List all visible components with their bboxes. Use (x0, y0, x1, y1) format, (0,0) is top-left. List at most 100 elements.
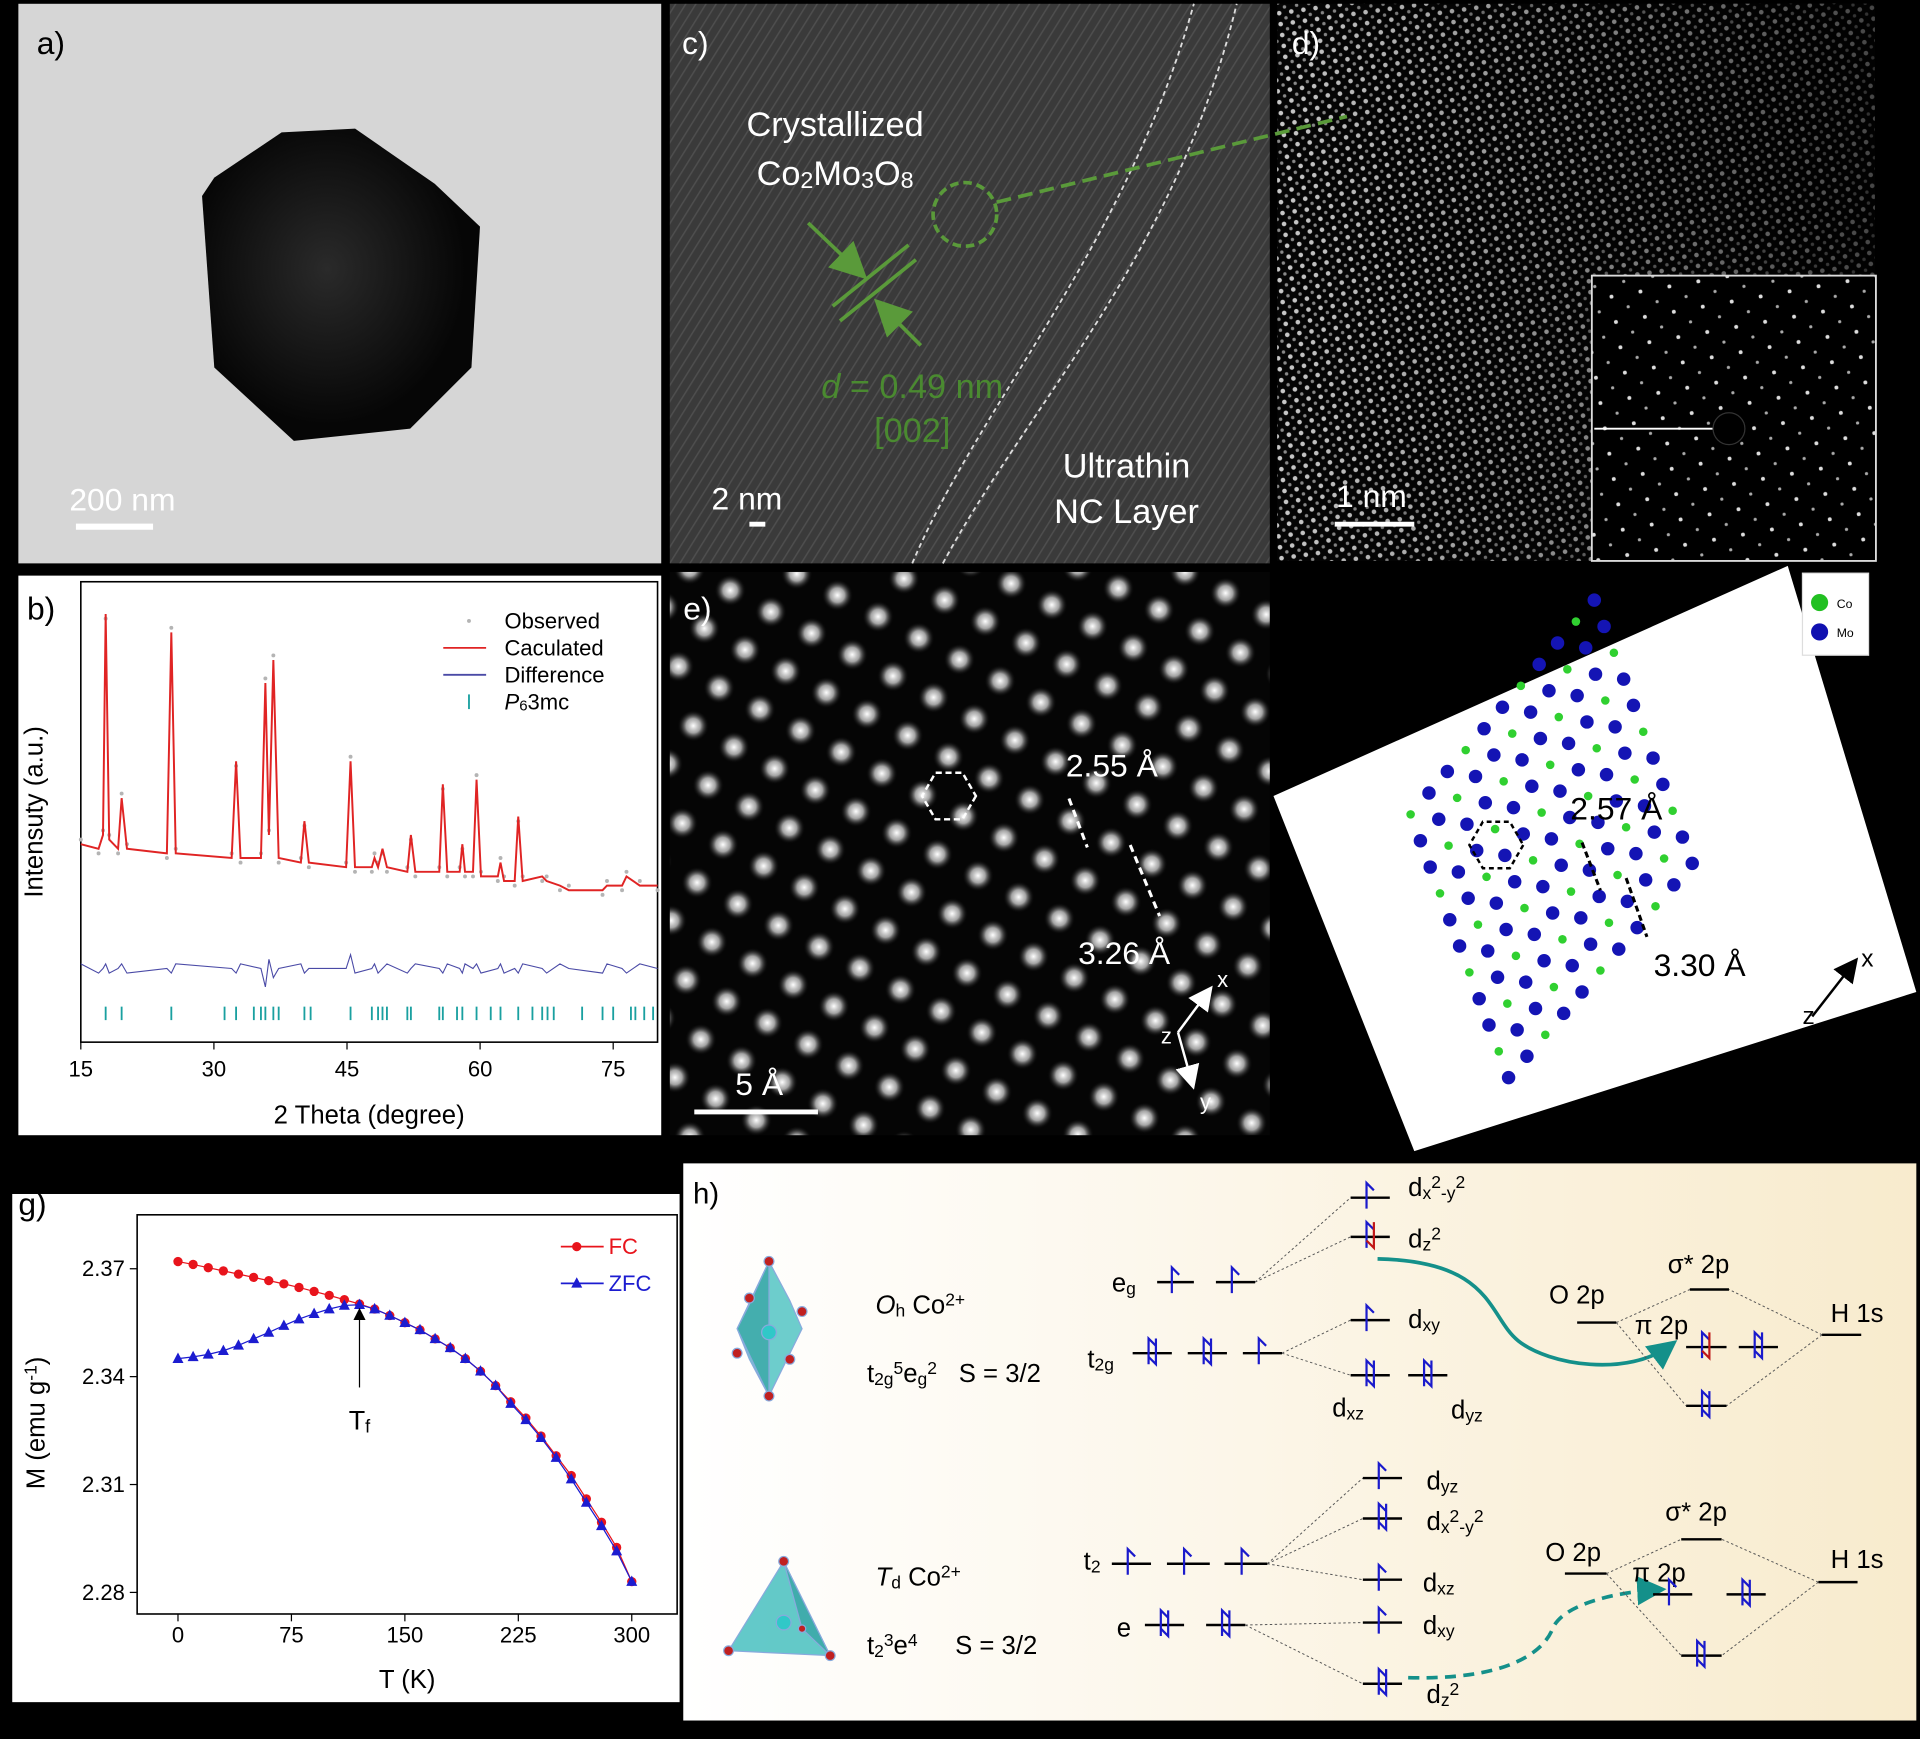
energy-label-part: xy (1422, 1315, 1440, 1335)
marker (202, 1348, 214, 1359)
mo-atom (1490, 970, 1505, 984)
legend-label: Co (1837, 597, 1853, 611)
electron (1240, 1546, 1250, 1575)
model-legend (1801, 572, 1870, 656)
mo-atom (1452, 939, 1467, 953)
mo-atom (1554, 858, 1568, 872)
electron (1696, 1640, 1706, 1670)
energy-label-part: 2g (874, 1369, 893, 1389)
co-atom (1537, 808, 1546, 817)
mo-atom (1443, 912, 1457, 927)
dot (348, 754, 353, 759)
marker (248, 1332, 260, 1344)
mo-atom (1629, 846, 1643, 861)
dot (655, 888, 660, 893)
energy-label: dz2 (1427, 1678, 1460, 1709)
energy-label: S = 3/2 (959, 1360, 1041, 1388)
electron (1377, 1460, 1387, 1490)
energy-label-part: d (1423, 1612, 1437, 1640)
mo-atom (1537, 953, 1551, 968)
hexagon (920, 771, 978, 821)
mo-atom (1578, 641, 1593, 655)
mo-atom (1553, 784, 1567, 798)
dot (600, 892, 605, 897)
scale-label: 200 nm (69, 482, 175, 518)
marker (264, 1275, 274, 1286)
legend-label-part: 3mc (528, 689, 570, 714)
model-panel (1273, 565, 1917, 1152)
chart: g) 0 75 150 225 300 2.37 2.34 2.31 2.28 T (K) M (em… (18, 1194, 678, 1694)
electron (1147, 1338, 1158, 1367)
co-atom (1558, 935, 1567, 944)
marker (293, 1312, 305, 1324)
energy-label: σ* 2p (1668, 1251, 1730, 1279)
mo-atom (1423, 860, 1437, 874)
energy-label-part: Co (901, 1563, 941, 1591)
co-atom (1528, 856, 1538, 865)
electron (1377, 1503, 1388, 1533)
electron (1377, 1605, 1387, 1634)
mo-atom (1501, 1070, 1516, 1085)
dot (474, 773, 479, 778)
panel-label: c) (682, 25, 709, 61)
panel-label: b) (27, 591, 55, 627)
distance-label: 3.26 Å (1078, 935, 1171, 971)
energy-label: dxz (1423, 1569, 1455, 1598)
dot (463, 874, 467, 879)
atom-model (1406, 593, 1699, 1085)
level-connector (1616, 1289, 1690, 1324)
electron (1365, 1357, 1375, 1387)
electron (1257, 1335, 1267, 1365)
energy-label-part: -y (1441, 1183, 1456, 1203)
co-atom (1499, 777, 1508, 786)
distance-line (1067, 797, 1089, 848)
marker (173, 1256, 183, 1267)
co-atom (1482, 872, 1491, 882)
legend-label: ZFC (609, 1271, 652, 1296)
mo-atom (1461, 891, 1475, 906)
energy-label: H 1s (1831, 1300, 1884, 1328)
formula-part: 8 (901, 167, 914, 193)
mo-atom (1565, 958, 1579, 973)
distance-label: 3.30 Å (1654, 947, 1747, 983)
scale-label: 1 nm (1336, 478, 1407, 514)
level-connector (1281, 1352, 1351, 1376)
energy-label-part: x (1422, 1183, 1431, 1203)
fringe-arrow (873, 298, 923, 347)
energy-label: π 2p (1632, 1560, 1685, 1588)
mo-atom (1498, 848, 1512, 863)
mo-atom (1685, 856, 1699, 871)
energy-label-part: d (1427, 1681, 1441, 1709)
electron (1365, 1219, 1375, 1248)
energy-label-part: g (1126, 1278, 1136, 1298)
x-tick-label: 0 (172, 1622, 184, 1647)
marker (369, 1302, 381, 1314)
x-axis-label: T (K) (379, 1666, 436, 1694)
marker (474, 1365, 487, 1376)
x-tick-label: 45 (335, 1057, 360, 1082)
energy-label-part: 2+ (941, 1561, 961, 1581)
energy-label: S = 3/2 (955, 1632, 1037, 1660)
energy-label-part: t (1084, 1547, 1091, 1575)
dot (372, 851, 377, 856)
mo-atom (1588, 667, 1603, 681)
spacing-label-part: = 0.49 nm (840, 368, 1003, 406)
co-atom (1494, 1047, 1504, 1056)
mo-atom (1506, 800, 1521, 815)
mo-atom (1544, 832, 1559, 846)
electron (1221, 1610, 1231, 1639)
layer-edge (911, 3, 1195, 564)
mo-atom (1528, 1001, 1543, 1016)
dot (238, 860, 243, 865)
electron (1365, 1222, 1375, 1251)
annotation: Tf (349, 1406, 371, 1437)
transfer-arrow (1377, 1257, 1678, 1370)
marker (324, 1290, 334, 1301)
series-line (80, 613, 658, 892)
co-atom (1435, 889, 1445, 898)
marker (187, 1350, 199, 1362)
energy-label-part: 2 (1450, 1678, 1460, 1698)
panel-c-image (669, 3, 1270, 564)
